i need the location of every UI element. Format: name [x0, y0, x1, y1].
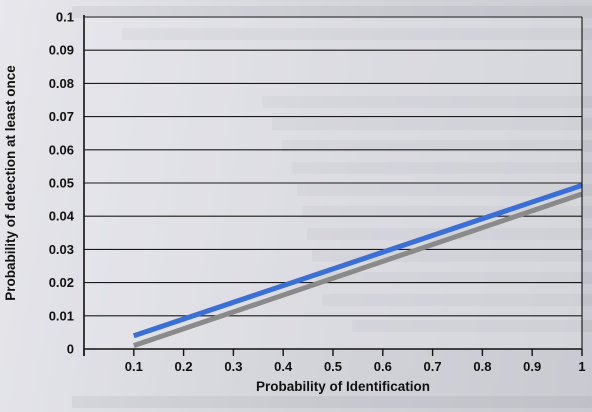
y-tick-label: 0.07 — [49, 109, 74, 124]
x-tick-label: 1 — [578, 359, 585, 374]
x-tick-label: 0.2 — [175, 359, 193, 374]
x-tick-label: 0.3 — [224, 359, 242, 374]
y-tick-label: 0.04 — [49, 209, 75, 224]
x-tick-label: 0.9 — [523, 359, 541, 374]
x-axis-title: Probability of Identification — [256, 379, 430, 394]
y-tick-label: 0.06 — [49, 142, 74, 157]
x-tick-label: 0.4 — [274, 359, 293, 374]
x-tick-label: 0.8 — [473, 359, 491, 374]
y-tick-labels: 0 0.01 0.02 0.03 0.04 0.05 0.06 0.07 0.08 0.09 0.1 — [49, 10, 75, 357]
y-tick-label: 0.02 — [49, 275, 74, 290]
x-tick-label: 0.6 — [374, 359, 392, 374]
y-tick-label: 0.05 — [49, 176, 74, 191]
background-text-row — [72, 6, 592, 18]
background-text-row — [272, 118, 592, 130]
y-tick-label: 0 — [67, 342, 74, 357]
y-tick-label: 0.09 — [49, 43, 74, 58]
background-text-row — [292, 162, 592, 174]
background-text-row — [262, 96, 592, 108]
y-tick-label: 0.1 — [56, 10, 74, 25]
y-tick-label: 0.08 — [49, 76, 74, 91]
x-tick-label: 0.7 — [424, 359, 442, 374]
y-axis-title: Probability of detection at least once — [3, 65, 18, 301]
y-tick-label: 0.01 — [49, 308, 74, 323]
background-text-row — [282, 140, 592, 152]
background-text-row — [307, 228, 592, 240]
y-tick-label: 0.03 — [49, 242, 74, 257]
axes — [83, 15, 583, 356]
background-text-row — [352, 320, 592, 332]
series-lines — [132, 182, 583, 349]
background-text-row — [317, 272, 592, 284]
series-line — [132, 191, 583, 349]
background-text-row — [122, 28, 592, 40]
background-text-row — [72, 396, 592, 408]
series-line — [133, 182, 583, 339]
background-text-row — [297, 184, 592, 196]
x-tick-labels: 0.1 0.2 0.3 0.4 0.5 0.6 0.7 0.8 0.9 1 — [125, 359, 586, 374]
background-text-row — [322, 294, 592, 306]
x-tick-label: 0.1 — [125, 359, 143, 374]
x-tick-label: 0.5 — [324, 359, 342, 374]
